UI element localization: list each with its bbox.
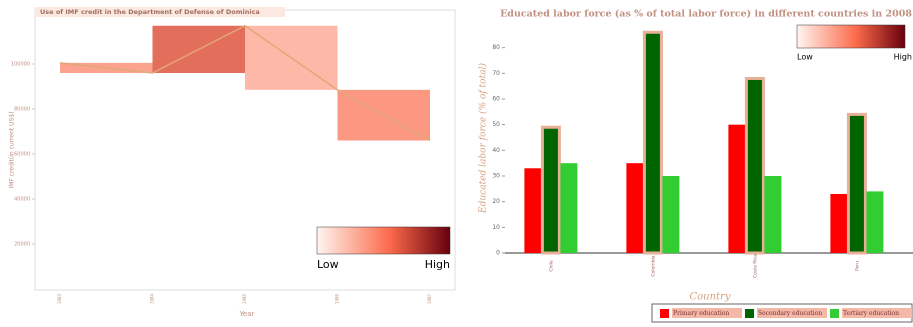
bar: [560, 163, 578, 253]
legend-swatch: [660, 309, 669, 318]
x-tick-label: 1986: [335, 293, 340, 304]
bar: [744, 76, 765, 255]
legend-label-bg: [757, 308, 827, 318]
y-tick-label: 0: [496, 250, 500, 257]
legend-label: Tertiary education: [843, 310, 899, 317]
legend-label-bg: [672, 308, 742, 318]
bar: [728, 124, 746, 254]
colorbar: [796, 24, 906, 49]
y-tick-label: 20: [492, 198, 500, 205]
y-tick-label: 10: [492, 224, 500, 231]
x-axis-label: Country: [689, 292, 730, 303]
legend-label: Primary education: [673, 310, 729, 317]
y-tick-label: 80000: [14, 107, 30, 113]
x-tick-label: 1983: [57, 293, 62, 304]
y-axis-label: IMF credit(in current US$): [9, 111, 16, 188]
colorbar-low: Low: [797, 53, 813, 62]
colorbar-high: High: [894, 53, 912, 62]
bar: [540, 125, 561, 255]
legend-swatch: [830, 309, 839, 318]
title-band: [35, 7, 285, 17]
x-tick-label: 1984: [150, 293, 155, 304]
x-tick-label: 1985: [242, 293, 247, 304]
y-tick-label: 70: [492, 70, 500, 77]
chart-title: Educated labor force (as % of total labo…: [500, 9, 912, 20]
x-tick-label: Peru: [854, 261, 860, 271]
colorbar: [316, 226, 451, 255]
bar: [830, 193, 848, 253]
x-tick-label: Costa Rica: [752, 254, 758, 278]
y-tick-label: 100000: [11, 62, 30, 68]
bar: [642, 30, 663, 255]
y-tick-label: 40000: [14, 197, 30, 203]
legend-label: Secondary education: [758, 310, 822, 317]
y-tick-label: 60: [492, 96, 500, 103]
legend-label-bg: [842, 308, 912, 318]
bar: [866, 191, 884, 253]
x-axis-label: Year: [239, 310, 255, 318]
colorbar-low: Low: [317, 258, 339, 271]
y-tick-label: 80: [492, 44, 500, 51]
y-tick-label: 20000: [14, 242, 30, 248]
x-tick-label: 1987: [427, 293, 432, 304]
chart-title: Use of IMF credit in the Department of D…: [40, 8, 260, 16]
y-tick-label: 60000: [14, 152, 30, 158]
legend-swatch: [745, 309, 754, 318]
bar: [626, 163, 644, 253]
bar: [524, 168, 542, 253]
bar: [662, 176, 680, 253]
y-tick-label: 40: [492, 147, 500, 154]
bar: [846, 112, 867, 255]
line: [59, 24, 431, 142]
colorbar-high: High: [425, 258, 450, 271]
x-tick-label: Chile: [548, 260, 554, 271]
x-tick-label: Colombia: [650, 255, 656, 276]
y-tick-label: 30: [492, 173, 500, 180]
y-tick-label: 50: [492, 121, 500, 128]
bar: [764, 176, 782, 253]
y-axis-label: Educated labor force (% of total): [478, 63, 489, 214]
